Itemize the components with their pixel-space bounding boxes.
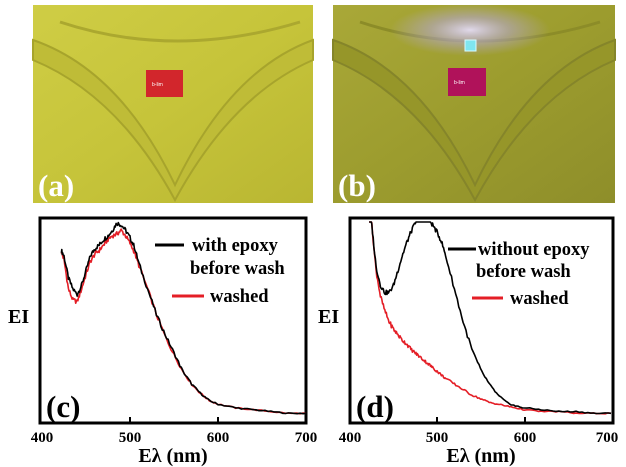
photo-b-glow — [390, 4, 550, 56]
chart-d-xtick-600: 600 — [514, 430, 537, 446]
chart-c-series-before-wash-line — [60, 221, 307, 415]
chart-d-tick-marks — [436, 417, 526, 423]
chart-d-xtick-700: 700 — [596, 430, 619, 446]
chart-c-legend: with epoxy before wash washed — [155, 236, 285, 307]
photo-a: b-lim (a) — [32, 5, 314, 203]
chart-d-plot — [368, 221, 612, 415]
photo-b-glow-marker — [464, 39, 477, 52]
chart-d-xlabel: Eλ (nm) — [446, 445, 515, 467]
chart-d: 400 500 600 700 Eλ (nm) EI (d) without e… — [318, 216, 619, 467]
chart-c-legend-label-1a: with epoxy — [192, 236, 279, 256]
photo-b-tag — [448, 68, 486, 96]
photo-b-label: (b) — [338, 168, 376, 203]
photo-a-tag — [146, 70, 183, 97]
chart-d-xtick-400: 400 — [339, 430, 362, 446]
chart-d-frame — [348, 216, 615, 425]
photo-b-collar — [332, 38, 616, 203]
chart-c-xtick-500: 500 — [119, 430, 142, 446]
photo-a-label: (a) — [38, 168, 74, 203]
photo-b: b-lim (b) — [332, 4, 616, 203]
chart-d-series-before-wash-line — [368, 221, 612, 415]
chart-d-legend: without epoxy before wash washed — [448, 240, 590, 309]
chart-c-ylabel: EI — [8, 306, 29, 328]
chart-d-series-washed-line — [368, 221, 612, 415]
chart-c-xtick-700: 700 — [295, 430, 318, 446]
chart-c-plot — [60, 221, 307, 415]
chart-d-xtick-500: 500 — [426, 430, 449, 446]
chart-c-xtick-400: 400 — [31, 430, 54, 446]
photo-a-background — [33, 5, 313, 203]
chart-c-xtick-600: 600 — [207, 430, 230, 446]
chart-d-legend-label-2: washed — [510, 289, 569, 309]
chart-d-legend-label-1b: before wash — [476, 262, 571, 282]
chart-c-frame — [38, 216, 308, 425]
chart-c-legend-label-1b: before wash — [190, 259, 285, 279]
chart-c-xlabel: Eλ (nm) — [138, 445, 207, 467]
photo-a-collar — [32, 38, 314, 203]
photo-b-tag-text: b-lim — [454, 80, 465, 86]
photo-a-neck — [59, 20, 301, 43]
chart-c-panel-label: (c) — [46, 389, 80, 424]
chart-d-legend-label-1a: without epoxy — [478, 240, 590, 260]
chart-d-ylabel: EI — [318, 306, 339, 328]
photo-a-tag-text: b-lim — [152, 82, 163, 88]
chart-c-legend-label-2: washed — [210, 287, 269, 307]
chart-c-tick-marks — [129, 417, 219, 423]
chart-d-panel-label: (d) — [356, 389, 394, 424]
chart-c: 400 500 600 700 Eλ (nm) EI (c) with epox… — [8, 216, 318, 467]
